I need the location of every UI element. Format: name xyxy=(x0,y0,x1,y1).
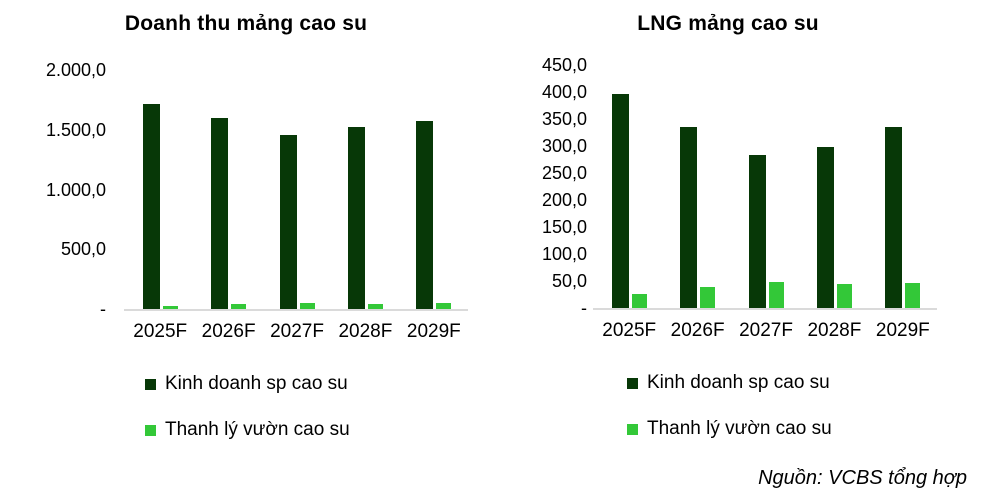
plot-row: 450,0 400,0 350,0 300,0 250,0 200,0 150,0 100,0… xyxy=(497,56,959,317)
bar-group-2027F xyxy=(732,65,800,308)
bar-series1-2027F xyxy=(748,154,766,308)
bar-series2-2028F xyxy=(367,303,383,309)
y-axis-tick-label: 350,0 xyxy=(541,109,587,129)
x-axis-tick-label: 2027F xyxy=(739,320,793,341)
bar-group-2027F xyxy=(263,70,331,309)
legend-label: Kinh doanh sp cao su xyxy=(647,372,830,393)
x-axis-tick-label: 2029F xyxy=(875,320,930,341)
legend-item-thanh-ly: Thanh lý vườn cao su xyxy=(627,418,959,440)
bar-group-2026F xyxy=(663,65,731,308)
legend-item-thanh-ly: Thanh lý vườn cao su xyxy=(145,419,477,441)
bar-group-2028F xyxy=(331,70,399,309)
legend-label: Kinh doanh sp cao su xyxy=(165,373,348,394)
legend-item-kinh-doanh: Kinh doanh sp cao su xyxy=(145,373,477,395)
y-axis-tick-label: 100,0 xyxy=(541,244,587,264)
bar-series2-2028F xyxy=(836,284,852,308)
bar-series1-2026F xyxy=(211,117,229,309)
y-axis: 2.000,0 1.500,0 1.000,0 500,0 - xyxy=(15,61,126,318)
bar-group-2029F xyxy=(869,65,937,308)
bar-series1-2029F xyxy=(885,127,903,308)
bar-series2-2026F xyxy=(700,286,716,308)
y-axis-tick-label: 200,0 xyxy=(541,190,587,210)
bar-group-2025F xyxy=(595,65,663,308)
x-axis: 2025F 2026F 2027F 2028F 2029F xyxy=(126,321,468,343)
plot-area xyxy=(124,70,468,311)
bar-series2-2029F xyxy=(436,303,452,309)
y-axis-tick-label: 1.000,0 xyxy=(45,179,106,200)
bar-series1-2027F xyxy=(279,135,297,309)
legend: Kinh doanh sp cao su Thanh lý vườn cao s… xyxy=(145,373,477,441)
bar-group-2029F xyxy=(400,70,468,309)
y-axis-tick-label: 250,0 xyxy=(541,163,587,183)
chart-doanh-thu-cao-su: Doanh thu mảng cao su 2.000,0 1.500,0 1.00… xyxy=(15,8,477,441)
bar-series1-2028F xyxy=(816,146,834,308)
bar-series1-2028F xyxy=(347,127,365,309)
x-axis: 2025F 2026F 2027F 2028F 2029F xyxy=(595,320,937,342)
y-axis-tick-label: - xyxy=(581,298,587,318)
plot-area xyxy=(593,65,937,310)
bar-group-2025F xyxy=(126,70,194,309)
bar-series1-2029F xyxy=(416,120,434,309)
source-note: Nguồn: VCBS tổng hợp xyxy=(758,467,967,489)
x-axis-tick-label: 2027F xyxy=(270,321,324,342)
x-axis-tick-label: 2028F xyxy=(338,321,393,342)
bar-series2-2026F xyxy=(231,304,247,309)
bar-series2-2027F xyxy=(768,281,784,308)
legend-label: Thanh lý vườn cao su xyxy=(165,419,350,440)
bar-series2-2025F xyxy=(162,306,178,309)
y-axis-tick-label: 500,0 xyxy=(60,239,106,260)
legend-label: Thanh lý vườn cao su xyxy=(647,418,832,439)
y-axis-tick-label: 2.000,0 xyxy=(45,60,106,80)
chart-lng-cao-su: LNG mảng cao su 450,0 400,0 350,0 300,0 250,… xyxy=(497,8,959,440)
legend-swatch-dark-green-icon xyxy=(627,377,638,389)
x-axis-tick-label: 2029F xyxy=(406,321,461,342)
bar-series2-2025F xyxy=(631,293,647,308)
legend-swatch-dark-green-icon xyxy=(145,378,156,390)
bar-series1-2025F xyxy=(142,104,160,309)
bar-series2-2027F xyxy=(299,303,315,309)
x-axis-tick-label: 2028F xyxy=(807,320,862,341)
chart-title: Doanh thu mảng cao su xyxy=(124,12,368,35)
y-axis-tick-label: 150,0 xyxy=(541,217,587,238)
x-axis-tick-label: 2026F xyxy=(201,321,256,342)
x-axis-tick-label: 2025F xyxy=(602,320,657,341)
bar-series1-2026F xyxy=(680,126,698,308)
y-axis-tick-label: - xyxy=(100,299,106,319)
chart-title: LNG mảng cao su xyxy=(637,12,819,35)
y-axis-tick-label: 300,0 xyxy=(541,136,587,157)
y-axis: 450,0 400,0 350,0 300,0 250,0 200,0 150,0 100,0… xyxy=(497,56,595,317)
legend-swatch-light-green-icon xyxy=(627,423,638,435)
y-axis-tick-label: 400,0 xyxy=(541,82,587,102)
x-axis-tick-label: 2025F xyxy=(133,321,188,342)
bar-group-2026F xyxy=(194,70,262,309)
legend-item-kinh-doanh: Kinh doanh sp cao su xyxy=(627,372,959,394)
y-axis-tick-label: 50,0 xyxy=(551,271,587,291)
bar-series2-2029F xyxy=(905,282,921,308)
y-axis-tick-label: 1.500,0 xyxy=(45,119,106,140)
legend-swatch-light-green-icon xyxy=(145,424,156,436)
x-axis-tick-label: 2026F xyxy=(670,320,725,341)
legend: Kinh doanh sp cao su Thanh lý vườn cao s… xyxy=(627,372,959,440)
y-axis-tick-label: 450,0 xyxy=(541,55,587,75)
plot-row: 2.000,0 1.500,0 1.000,0 500,0 - xyxy=(15,61,477,318)
bar-group-2028F xyxy=(800,65,868,308)
bar-series1-2025F xyxy=(611,93,629,308)
